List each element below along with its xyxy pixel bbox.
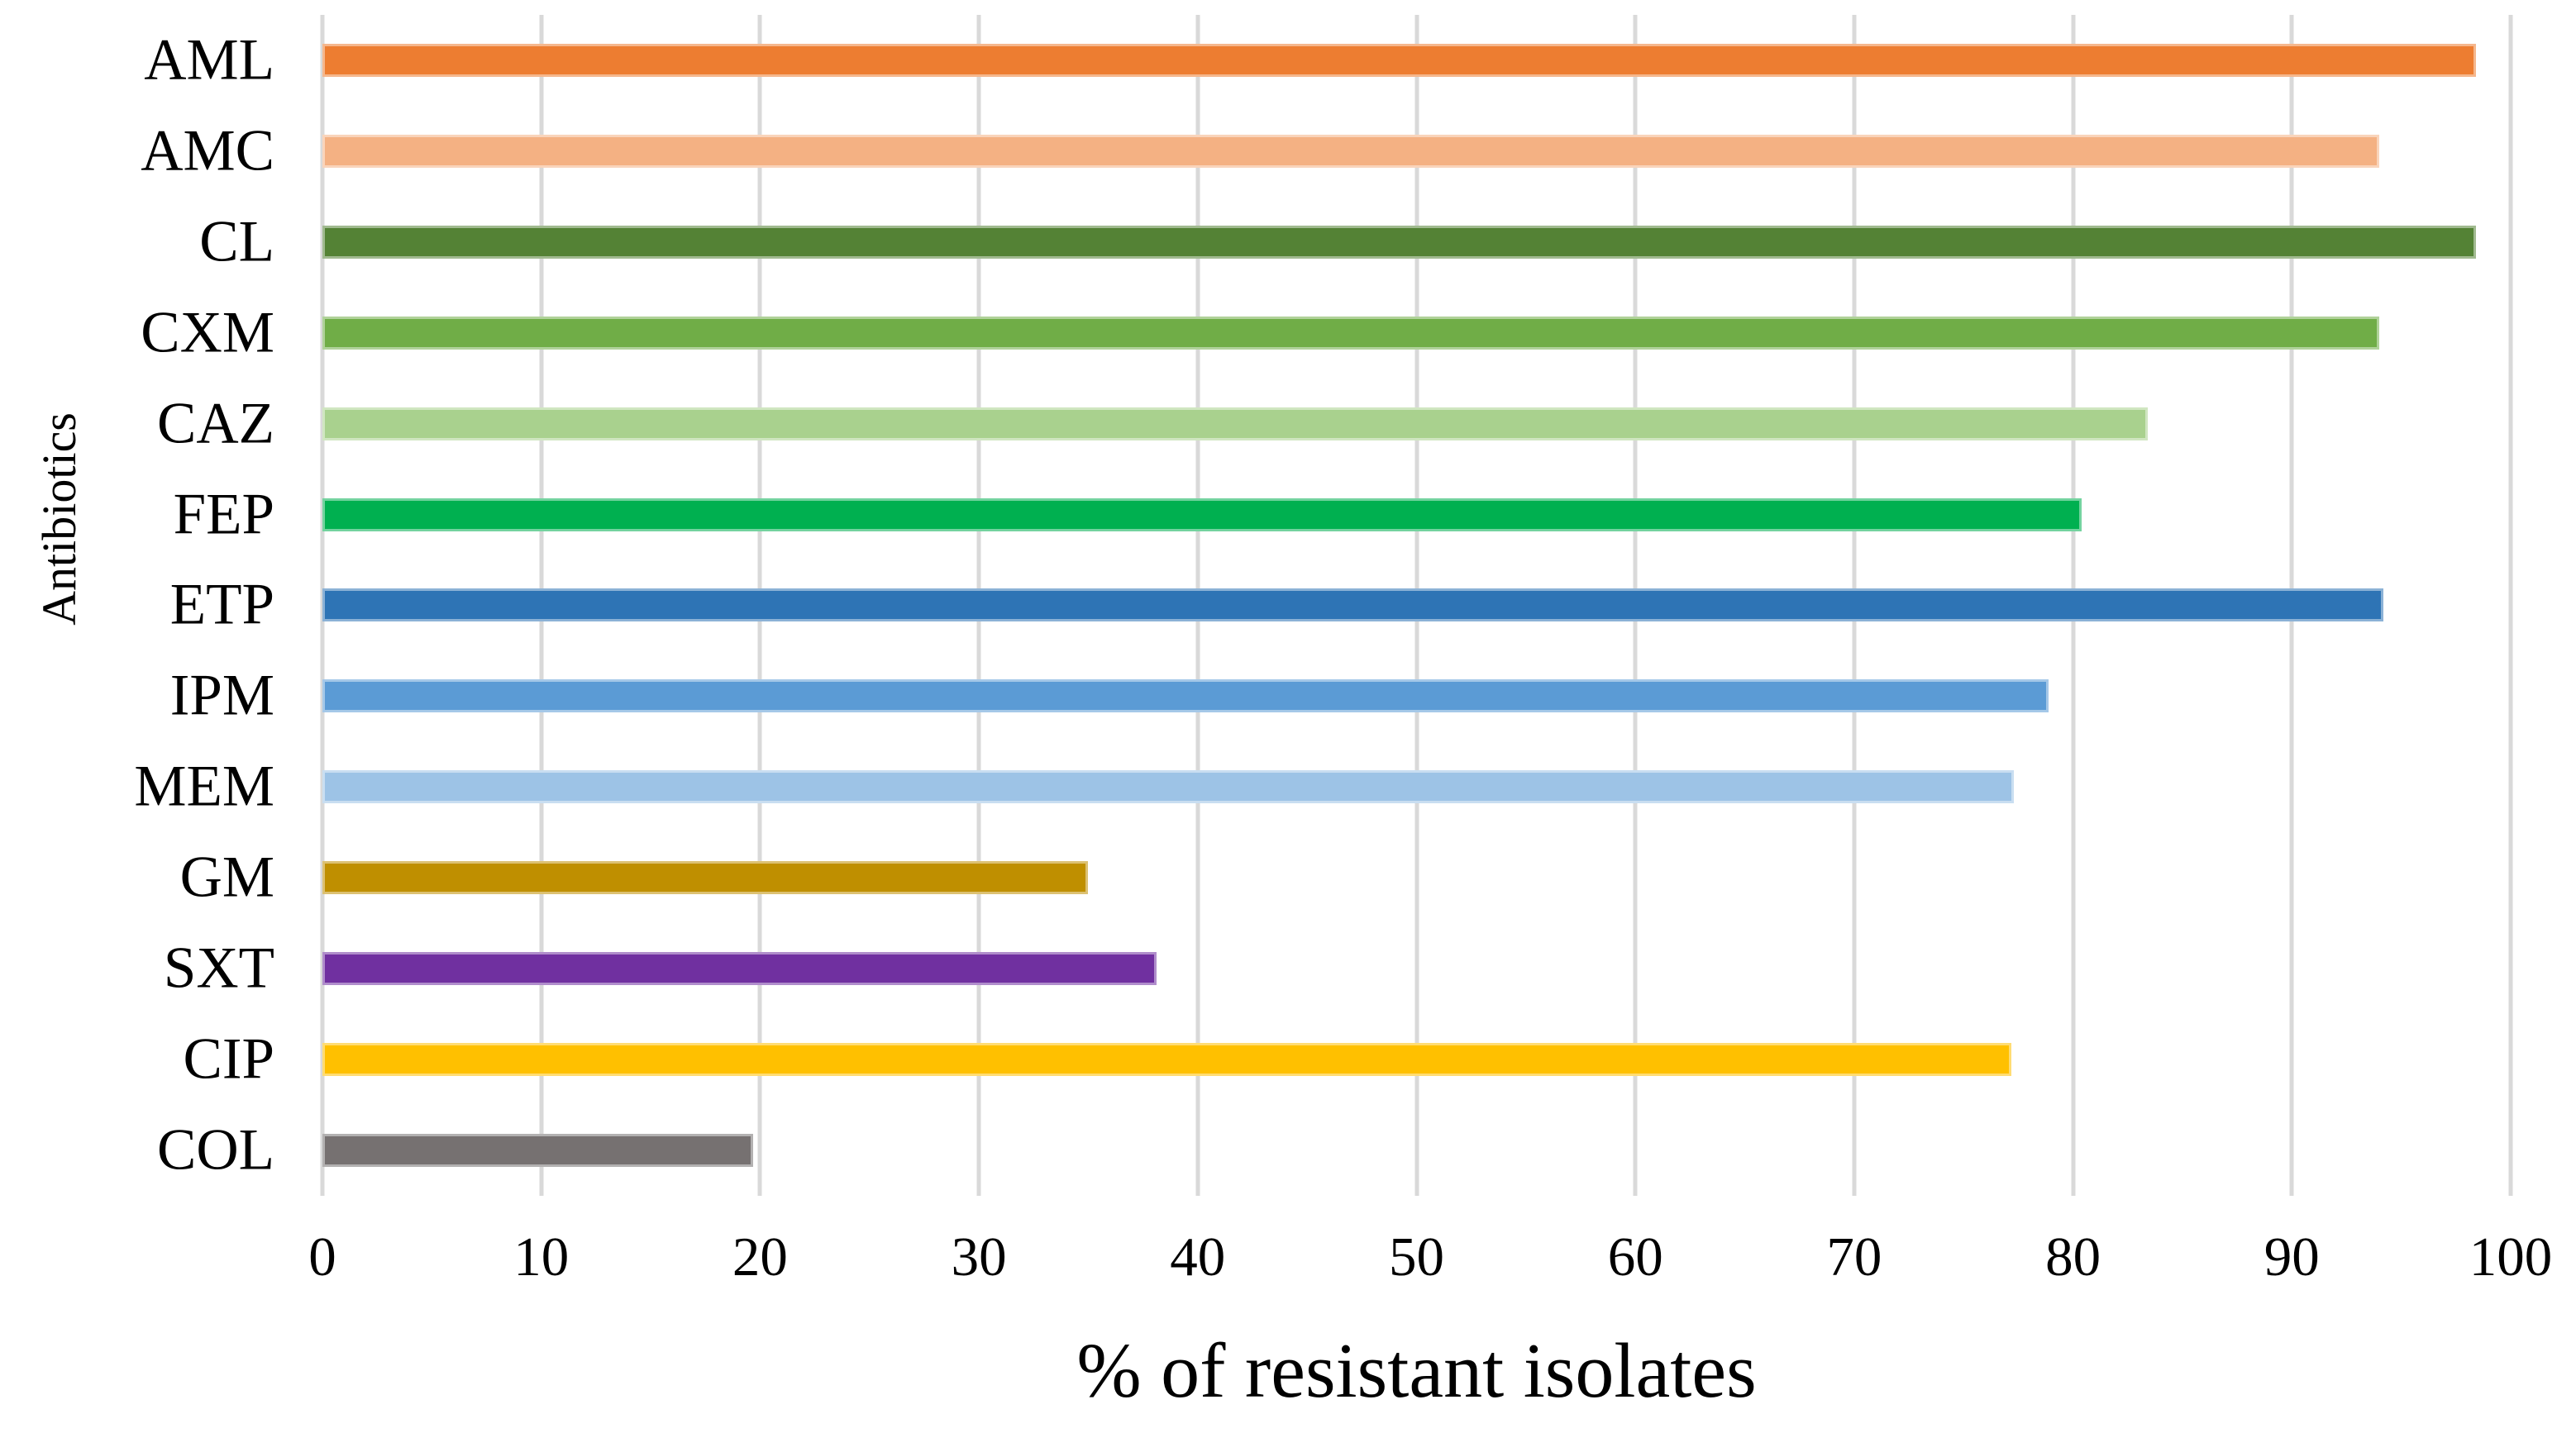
x-tick-label-0: 0 — [308, 1226, 336, 1288]
bar-mem — [322, 770, 2015, 804]
bar-cip — [322, 1043, 2012, 1077]
x-tick-label-60: 60 — [1607, 1226, 1663, 1288]
bar-sxt — [322, 952, 1157, 986]
x-tick-label-40: 40 — [1170, 1226, 1226, 1288]
chart-row-fep: FEP — [174, 469, 2511, 560]
chart-row-caz: CAZ — [157, 378, 2511, 469]
x-tick-label-10: 10 — [513, 1226, 570, 1288]
bar-gm — [322, 861, 1089, 895]
x-tick-label-20: 20 — [732, 1226, 788, 1288]
chart-row-col: COL — [157, 1105, 2511, 1196]
x-tick-label-90: 90 — [2264, 1226, 2320, 1288]
category-label-mem: MEM — [134, 754, 274, 819]
chart-row-mem: MEM — [134, 741, 2511, 832]
bar-caz — [322, 407, 2148, 440]
category-label-caz: CAZ — [157, 391, 274, 456]
chart-row-etp: ETP — [170, 560, 2511, 651]
category-label-cxm: CXM — [141, 300, 274, 365]
bar-rows: AML AMC CL CXM CAZ FEP ETP IPM MEM GM SXT CIP COL — [134, 15, 2511, 1196]
gridline-x-100 — [2508, 15, 2513, 1196]
bar-amc — [322, 134, 2380, 168]
category-label-col: COL — [157, 1117, 274, 1183]
chart-row-cl: CL — [199, 197, 2511, 288]
x-tick-label-100: 100 — [2469, 1226, 2553, 1288]
chart-row-gm: GM — [180, 832, 2511, 923]
plot-area: AML AMC CL CXM CAZ FEP ETP IPM MEM GM SXT CIP COL — [134, 15, 2513, 1196]
category-label-fep: FEP — [173, 482, 274, 547]
bar-fep — [322, 498, 2082, 531]
x-tick-label-70: 70 — [1826, 1226, 1882, 1288]
chart-row-cip: CIP — [184, 1014, 2511, 1105]
chart-row-cxm: CXM — [141, 288, 2511, 378]
chart-row-sxt: SXT — [164, 923, 2511, 1014]
category-label-cl: CL — [199, 209, 274, 274]
category-label-ipm: IPM — [169, 663, 274, 728]
bar-cxm — [322, 316, 2380, 350]
category-label-amc: AMC — [141, 118, 274, 183]
category-label-gm: GM — [179, 845, 274, 910]
x-tick-label-50: 50 — [1389, 1226, 1444, 1288]
chart-row-ipm: IPM — [170, 650, 2511, 741]
bar-col — [322, 1134, 754, 1168]
bar-cl — [322, 225, 2476, 259]
x-axis-tick-labels: 0 10 20 30 40 50 60 70 80 90 100 — [308, 1226, 2552, 1296]
chart-row-amc: AMC — [141, 106, 2511, 197]
bar-aml — [322, 43, 2476, 77]
x-axis-title: % of resistant isolates — [1076, 1328, 1757, 1414]
category-label-aml: AML — [144, 27, 274, 93]
bar-ipm — [322, 679, 2049, 713]
x-tick-label-30: 30 — [951, 1226, 1007, 1288]
x-tick-label-80: 80 — [2045, 1226, 2101, 1288]
chart-row-aml: AML — [144, 15, 2511, 106]
y-axis-title: Antibiotics — [32, 412, 86, 626]
bar-etp — [322, 588, 2384, 622]
category-label-sxt: SXT — [163, 935, 274, 1001]
category-label-cip: CIP — [183, 1026, 275, 1092]
category-label-etp: ETP — [169, 572, 274, 637]
